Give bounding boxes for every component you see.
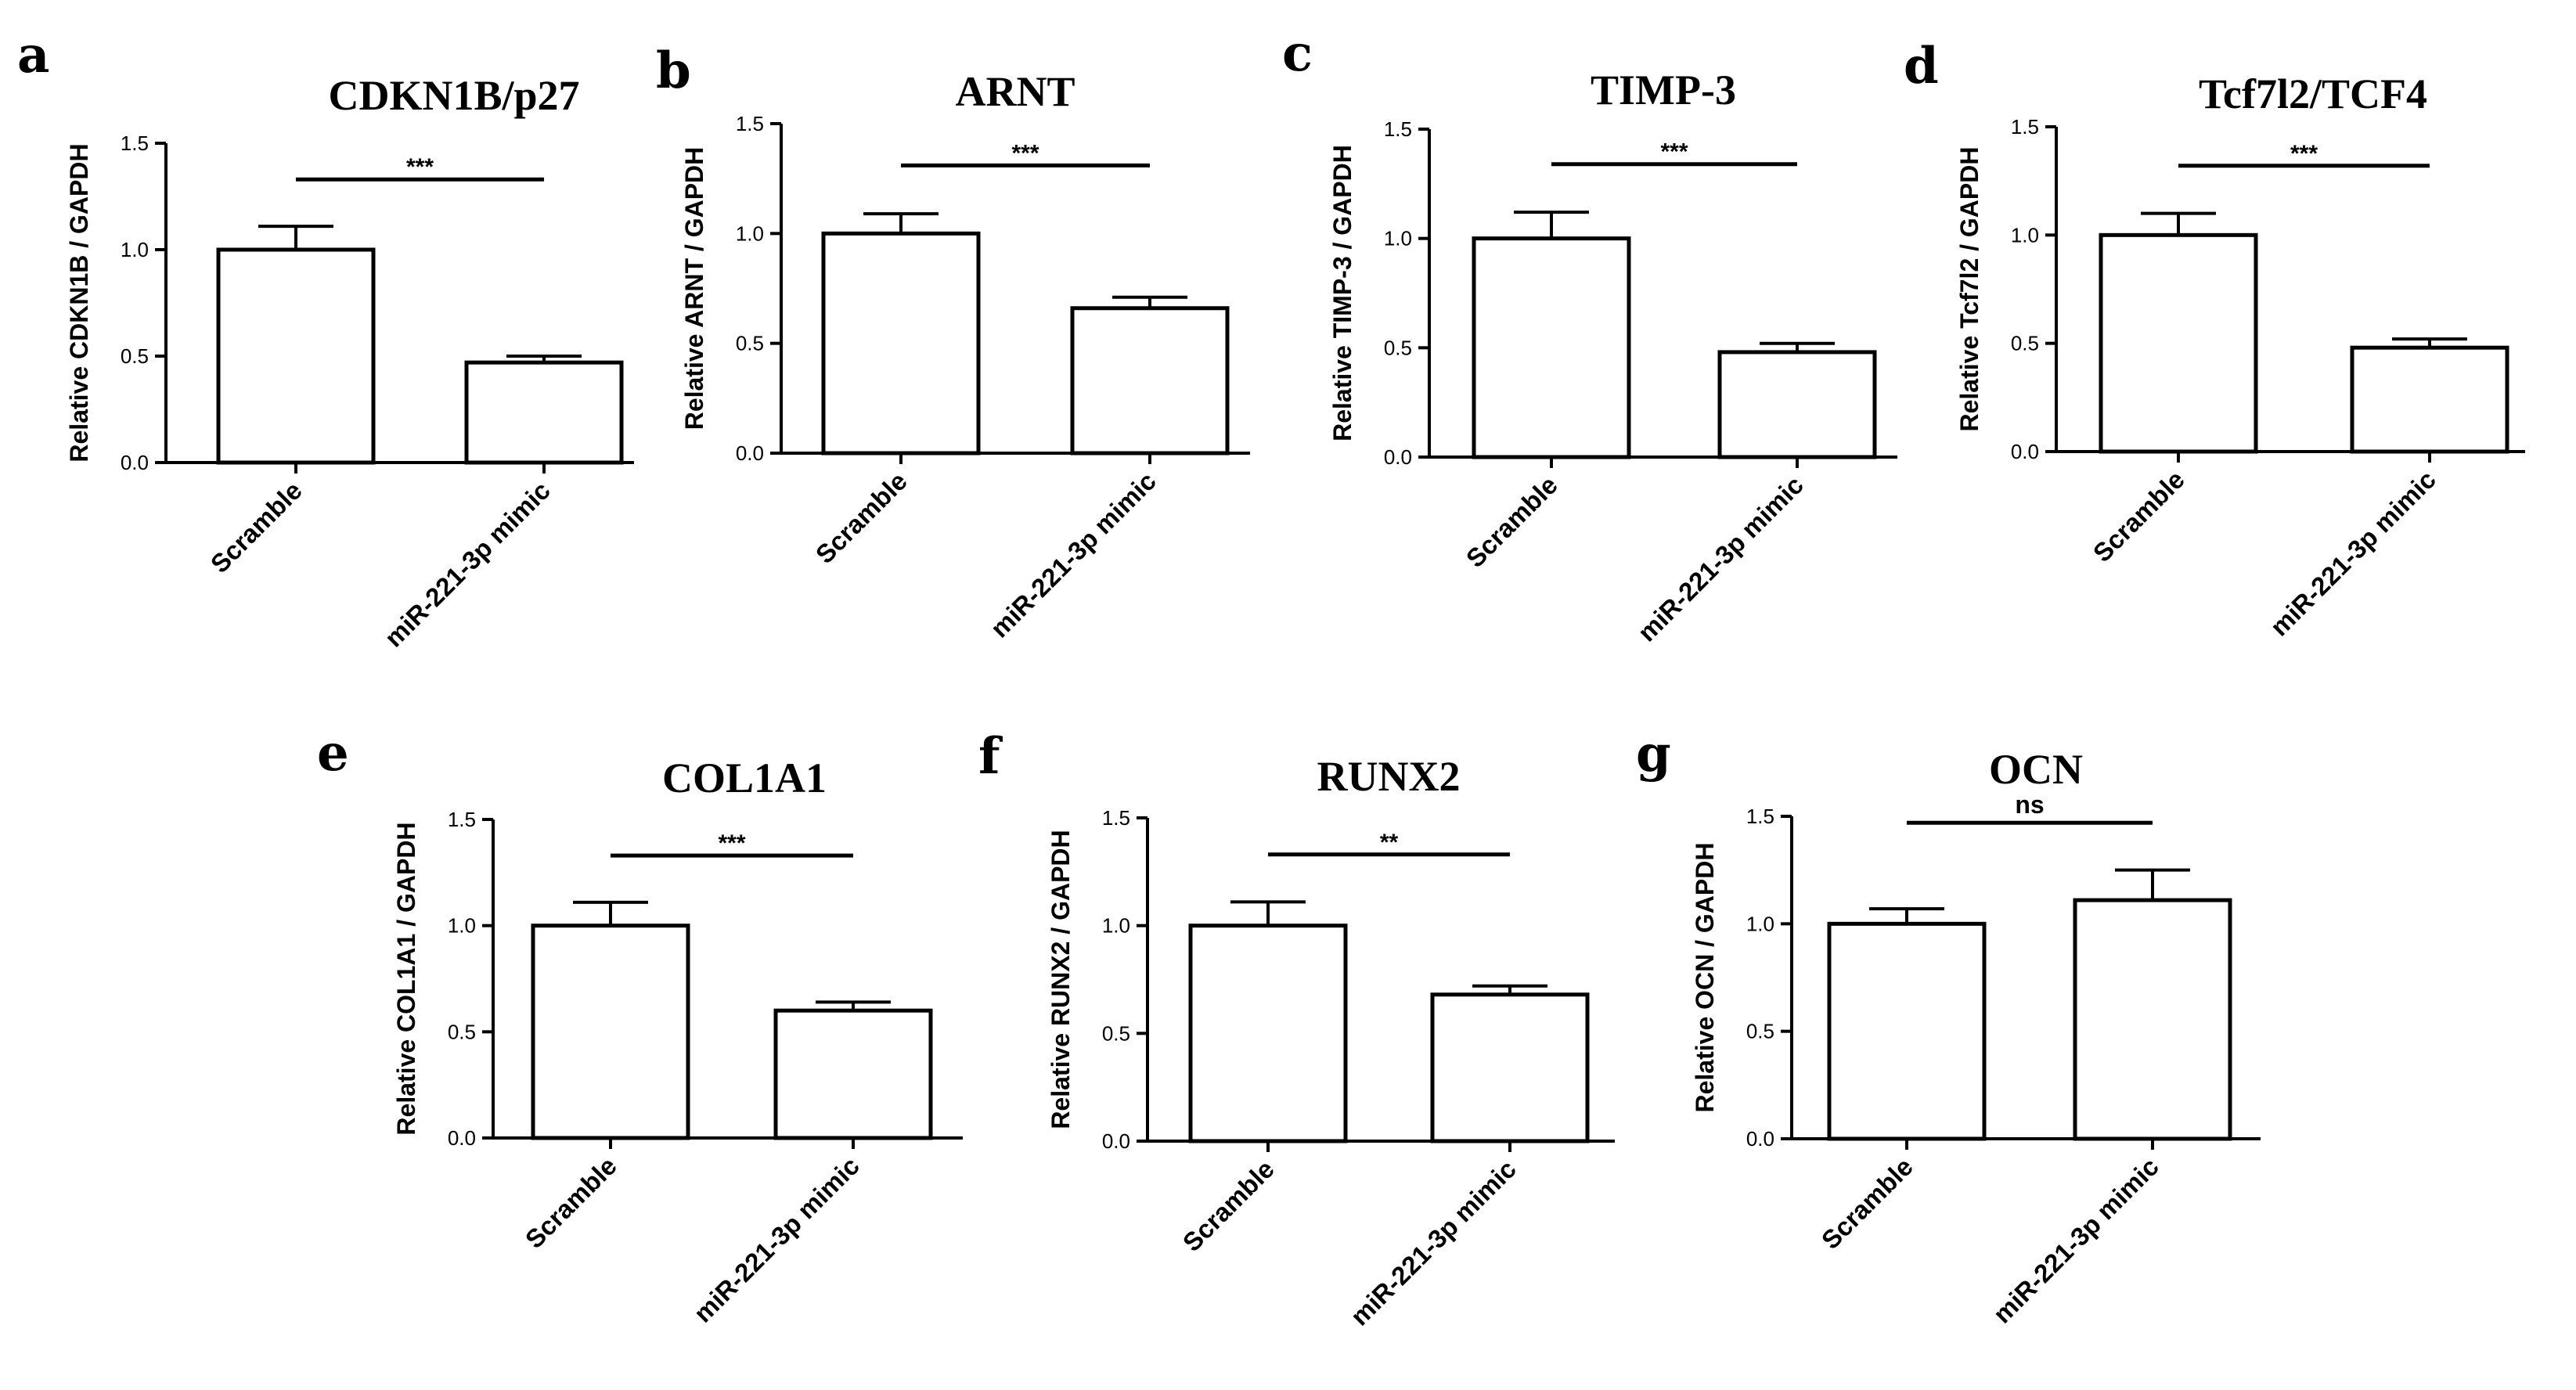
y-tick-label: 1.0 — [121, 238, 149, 261]
x-tick-label: miR-221-3p mimic — [379, 476, 556, 653]
x-tick-label: miR-221-3p mimic — [1987, 1152, 2164, 1329]
y-axis-label: Relative RUNX2 / GAPDH — [1047, 830, 1075, 1129]
y-tick-label: 1.0 — [448, 914, 476, 938]
x-tick-label: Scramble — [1177, 1154, 1280, 1257]
y-axis-label: Relative ARNT / GAPDH — [680, 147, 708, 430]
y-tick-label: 1.5 — [2011, 115, 2039, 139]
bar — [1070, 306, 1230, 456]
panel-c: c TIMP-3 0.0 0.5 1.0 1.5 Relative TIMP-3 / GAP… — [1282, 24, 1897, 647]
y-tick-label: 0.5 — [448, 1020, 476, 1043]
panel-letter: g — [1636, 725, 1671, 783]
y-axis-label: Relative Tcf7l2 / GAPDH — [1955, 147, 1983, 432]
chart-title: CDKN1B/p27 — [328, 72, 579, 119]
chart-title: TIMP-3 — [1591, 67, 1736, 113]
panel-f: f RUNX2 0.0 0.5 1.0 1.5 Relative RUNX2 / GAPDH… — [978, 727, 1615, 1331]
panel-d: d Tcf7l2/TCF4 0.0 0.5 1.0 1.5 Relative Tcf7l2 … — [1904, 37, 2525, 642]
y-tick-label: 0.0 — [2011, 440, 2039, 463]
y-tick-label: 1.5 — [1746, 805, 1774, 828]
y-tick-label: 0.5 — [736, 332, 764, 355]
x-tick-label: Scramble — [520, 1151, 622, 1254]
panel-a: a CDKN1B/p27 0.0 0.5 1.0 1.5 Relative CDKN1B /… — [17, 26, 634, 653]
y-tick-label: 1.0 — [1746, 912, 1774, 935]
y-axis-label: Relative COL1A1 / GAPDH — [392, 822, 420, 1135]
panel-e: e COL1A1 0.0 0.5 1.0 1.5 Relative COL1A1 / GAP… — [317, 724, 963, 1328]
y-tick-label: 1.5 — [121, 131, 149, 155]
significance-label: *** — [1660, 139, 1688, 165]
y-tick-label: 0.5 — [2011, 332, 2039, 355]
y-tick-label: 0.0 — [448, 1126, 476, 1150]
y-tick-label: 0.5 — [1102, 1021, 1130, 1045]
significance-label: *** — [406, 154, 434, 180]
bar — [1717, 350, 1877, 459]
bar — [1827, 921, 1987, 1141]
y-tick-label: 0.0 — [1102, 1129, 1130, 1153]
x-tick-label: miR-221-3p mimic — [688, 1151, 865, 1328]
y-tick-label: 0.5 — [121, 344, 149, 368]
x-tick-label: miR-221-3p mimic — [2264, 465, 2441, 642]
significance-label: *** — [1011, 140, 1039, 166]
x-tick-label: Scramble — [810, 466, 913, 569]
significance-label: *** — [718, 830, 745, 856]
chart-title: RUNX2 — [1317, 753, 1461, 800]
y-tick-label: 0.5 — [1746, 1020, 1774, 1043]
chart-title: COL1A1 — [662, 754, 827, 801]
bar — [773, 1008, 933, 1140]
significance-label: ** — [1380, 830, 1399, 855]
bar — [216, 247, 376, 465]
x-tick-label: Scramble — [205, 476, 308, 578]
y-axis-label: Relative TIMP-3 / GAPDH — [1328, 145, 1356, 441]
panel-g: g OCN 0.0 0.5 1.0 1.5 Relative OCN / GAPDH Scra… — [1636, 725, 2261, 1329]
panel-b: b ARNT 0.0 0.5 1.0 1.5 Relative ARNT / GAPDH Sc… — [656, 41, 1250, 643]
y-axis-label: Relative OCN / GAPDH — [1691, 843, 1719, 1113]
x-tick-label: miR-221-3p mimic — [985, 466, 1162, 643]
panel-letter: a — [17, 26, 49, 85]
bar — [1430, 992, 1590, 1143]
x-tick-label: Scramble — [1816, 1152, 1918, 1255]
y-tick-label: 1.5 — [448, 808, 476, 831]
panel-letter: c — [1282, 24, 1313, 83]
chart-title: Tcf7l2/TCF4 — [2199, 70, 2427, 117]
bar — [2099, 232, 2258, 454]
y-tick-label: 0.0 — [736, 441, 764, 465]
bar — [464, 360, 624, 465]
bar — [2073, 898, 2232, 1141]
y-tick-label: 0.0 — [1384, 445, 1412, 469]
bar — [1188, 924, 1348, 1143]
chart-title: ARNT — [955, 68, 1075, 115]
panel-letter: e — [317, 724, 349, 783]
y-tick-label: 1.0 — [2011, 223, 2039, 247]
y-tick-label: 1.0 — [1102, 914, 1130, 938]
bar — [1472, 236, 1631, 459]
x-tick-label: Scramble — [2088, 465, 2190, 567]
y-axis-label: Relative CDKN1B / GAPDH — [65, 143, 93, 462]
bar — [821, 231, 981, 456]
panel-letter: f — [978, 727, 1003, 786]
bar — [531, 924, 690, 1140]
y-tick-label: 1.5 — [1102, 806, 1130, 830]
bar — [2350, 345, 2509, 454]
x-tick-label: miR-221-3p mimic — [1345, 1154, 1522, 1331]
chart-title: OCN — [1989, 746, 2083, 793]
y-tick-label: 1.0 — [1384, 227, 1412, 250]
y-tick-label: 1.0 — [736, 221, 764, 245]
significance-label: *** — [2290, 141, 2318, 167]
y-tick-label: 0.0 — [1746, 1127, 1774, 1151]
y-tick-label: 1.5 — [1384, 117, 1412, 141]
panel-letter: b — [656, 41, 691, 100]
x-tick-label: miR-221-3p mimic — [1632, 470, 1809, 647]
y-tick-label: 1.5 — [736, 112, 764, 135]
y-tick-label: 0.0 — [121, 451, 149, 474]
y-tick-label: 0.5 — [1384, 336, 1412, 359]
significance-label: ns — [2015, 790, 2044, 819]
x-tick-label: Scramble — [1461, 470, 1563, 573]
panel-letter: d — [1904, 37, 1939, 95]
